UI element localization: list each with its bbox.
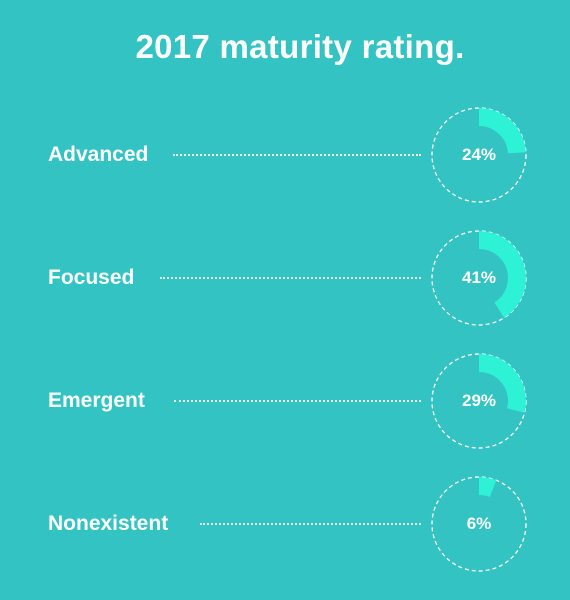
dotted-leader (160, 277, 421, 279)
value-label: 6% (466, 514, 492, 533)
gauge-arc-emergent (432, 354, 526, 448)
gauge-ring (431, 353, 527, 449)
gauge-track (431, 107, 527, 203)
row-focused: Focused 41% (0, 228, 570, 328)
gauge-ring (431, 230, 527, 326)
dotted-leader (200, 523, 421, 525)
dotted-leader (174, 400, 421, 402)
category-label: Focused (48, 266, 135, 289)
category-label: Nonexistent (48, 512, 169, 535)
gauge-ring (431, 476, 527, 572)
gauge-arc-focused (432, 231, 526, 325)
value-label: 29% (461, 391, 497, 410)
gauge-arc-nonexistent (432, 477, 526, 571)
category-label: Advanced (48, 143, 149, 166)
chart-title: 2017 maturity rating. (135, 28, 465, 65)
dotted-leader (173, 154, 421, 156)
gauge-ring (431, 107, 527, 203)
gauge-track (431, 476, 527, 572)
gauge-arc-advanced (432, 108, 526, 202)
category-label: Emergent (48, 389, 145, 412)
value-label: 41% (461, 268, 497, 287)
row-nonexistent: Nonexistent 6% (0, 474, 570, 574)
row-emergent: Emergent 29% (0, 351, 570, 451)
value-label: 24% (461, 145, 497, 164)
row-advanced: Advanced 24% (0, 105, 570, 205)
